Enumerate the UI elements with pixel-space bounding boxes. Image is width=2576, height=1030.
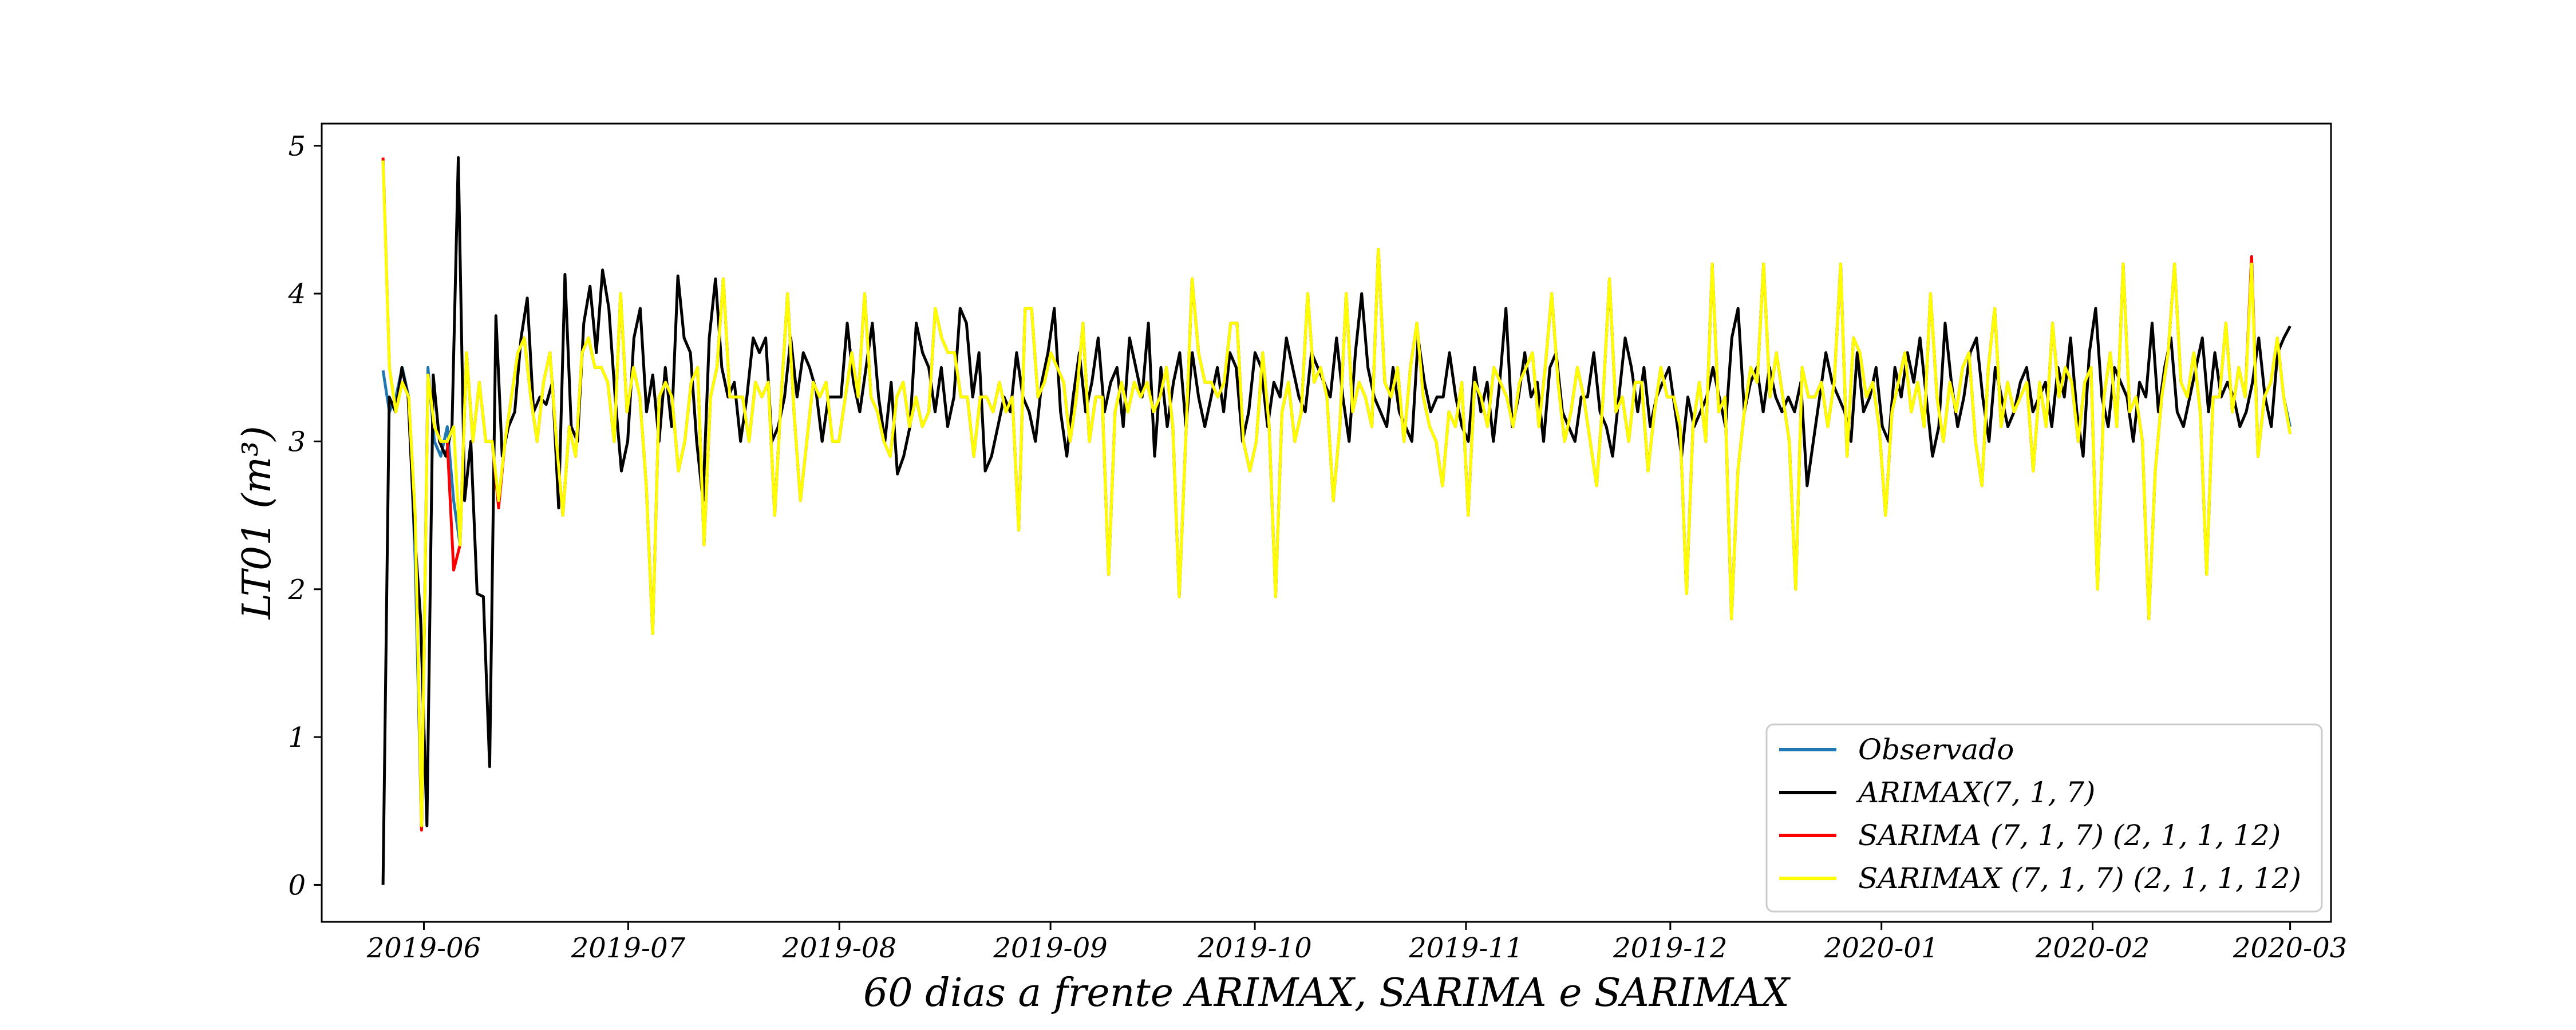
- y-tick-label: 3: [288, 426, 306, 458]
- x-tick-label: 2019-09: [993, 932, 1107, 964]
- x-tick-label: 2019-08: [782, 932, 896, 964]
- series-layer: [381, 156, 2292, 885]
- x-tick-label: 2020-02: [2035, 932, 2150, 964]
- x-tick-label: 2019-06: [366, 932, 481, 964]
- x-tick-label: 2019-12: [1613, 932, 1727, 964]
- x-axis: 2019-06 2019-07 2019-08 2019-09 2019-10 2019-…: [366, 922, 2347, 964]
- series-line-sarimax-7-1-7-2-1-1-12: [381, 160, 2292, 827]
- y-tick-label: 1: [288, 722, 306, 754]
- plot-frame: [321, 122, 2332, 923]
- x-tick-label: 2019-11: [1408, 932, 1523, 964]
- legend-label-sarimax-7-1-7-2-1-1-12: SARIMAX (7, 1, 7) (2, 1, 1, 12): [1858, 862, 2301, 895]
- x-tick-label: 2019-07: [571, 932, 686, 964]
- legend-box: [1765, 723, 2323, 913]
- y-tick-label: 5: [288, 130, 306, 163]
- legend-label-arimax-7-1-7: ARIMAX(7, 1, 7): [1856, 776, 2095, 809]
- y-tick-label: 4: [287, 278, 306, 310]
- x-tick-label: 2019-10: [1197, 932, 1311, 964]
- x-tick-label: 2020-03: [2233, 932, 2347, 964]
- x-axis-label: 60 dias a frente ARIMAX, SARIMA e SARIMA…: [863, 970, 1791, 1016]
- legend-label-observado: Observado: [1858, 733, 2014, 766]
- y-tick-label: 2: [287, 574, 306, 606]
- x-tick-label: 2020-01: [1824, 932, 1938, 964]
- y-axis-label: LT01 (m³): [235, 426, 280, 620]
- y-axis: 0 1 2 3 4 5: [287, 130, 322, 901]
- legend-label-sarima-7-1-7-2-1-1-12: SARIMA (7, 1, 7) (2, 1, 1, 12): [1858, 819, 2281, 852]
- legend: Observado ARIMAX(7, 1, 7) SARIMA (7, 1, 7)…: [1765, 723, 2323, 913]
- legend-items: Observado ARIMAX(7, 1, 7) SARIMA (7, 1, 7)…: [1779, 733, 2301, 895]
- y-tick-label: 0: [288, 869, 306, 901]
